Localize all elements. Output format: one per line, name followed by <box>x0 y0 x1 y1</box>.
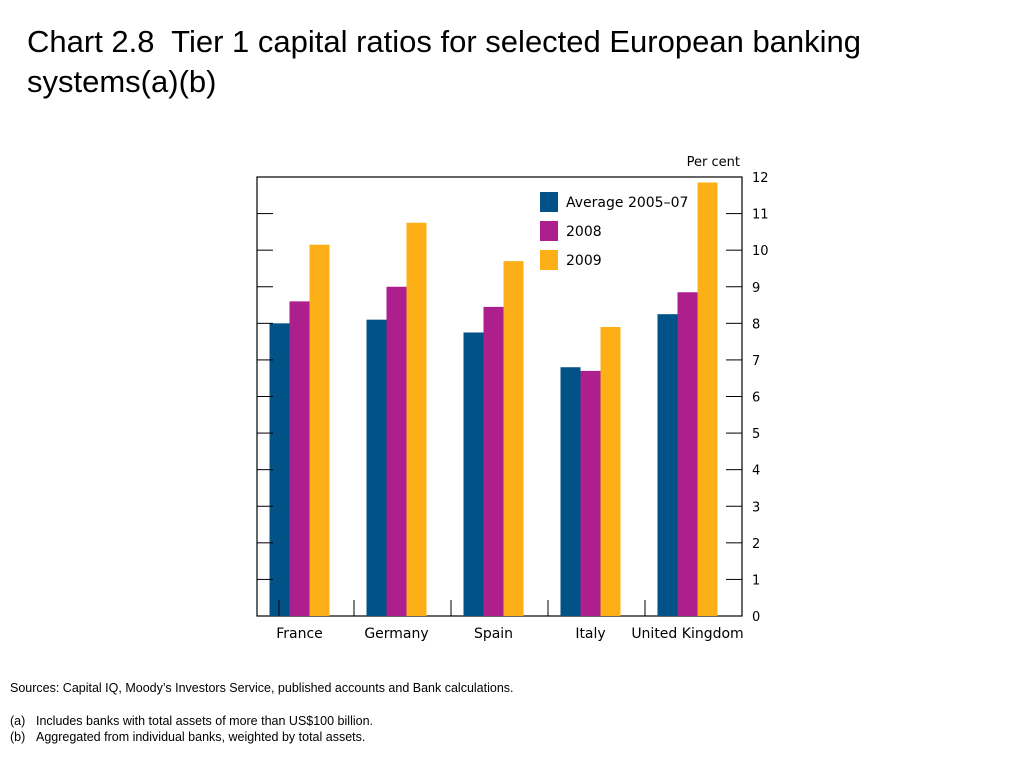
slide-title: Chart 2.8 Tier 1 capital ratios for sele… <box>27 24 870 99</box>
y-tick-label: 6 <box>752 391 760 406</box>
bar-italy-series-2 <box>600 326 621 616</box>
bar-italy-series-0 <box>560 367 581 616</box>
y-tick-label: 11 <box>752 208 769 223</box>
bar-germany-series-1 <box>386 286 407 616</box>
x-category-label: United Kingdom <box>631 626 743 642</box>
footnote-marker: (b) <box>10 730 26 744</box>
y-tick-label: 2 <box>752 537 760 552</box>
y-tick-label: 9 <box>752 281 760 296</box>
x-category-label: Spain <box>474 626 513 642</box>
footnote-row: (a) Includes banks with total assets of m… <box>10 713 373 729</box>
bar-united-kingdom-series-2 <box>697 182 718 617</box>
bar-spain-series-0 <box>463 332 484 616</box>
legend-swatch <box>540 250 558 270</box>
y-tick-label: 0 <box>752 610 760 625</box>
legend-label: 2008 <box>566 224 602 240</box>
legend-label: 2009 <box>566 253 602 269</box>
y-tick-label: 4 <box>752 464 760 479</box>
x-category-label: Italy <box>575 626 605 642</box>
footnote-row: (b) Aggregated from individual banks, wei… <box>10 729 373 745</box>
bar-united-kingdom-series-0 <box>657 314 678 616</box>
bar-germany-series-2 <box>406 222 427 616</box>
footnote-text: Includes banks with total assets of more… <box>36 714 373 728</box>
bar-spain-series-2 <box>503 261 524 616</box>
bar-italy-series-1 <box>580 370 601 616</box>
legend-swatch <box>540 221 558 241</box>
y-tick-label: 5 <box>752 427 760 442</box>
y-axis-label: Per cent <box>687 155 740 170</box>
y-tick-label: 3 <box>752 500 760 515</box>
footnote-marker: (a) <box>10 714 26 728</box>
bar-spain-series-1 <box>483 306 504 616</box>
x-category-label: France <box>276 626 323 642</box>
bar-france-series-0 <box>269 323 290 616</box>
bar-france-series-2 <box>309 244 330 616</box>
y-tick-label: 8 <box>752 317 760 332</box>
bar-united-kingdom-series-1 <box>677 292 698 616</box>
y-tick-label: 1 <box>752 573 760 588</box>
sources-note: Sources: Capital IQ, Moody’s Investors S… <box>10 681 514 695</box>
y-tick-label: 10 <box>752 244 769 259</box>
footnotes: (a) Includes banks with total assets of m… <box>10 713 373 745</box>
y-tick-label: 12 <box>752 171 769 186</box>
x-category-label: Germany <box>364 626 428 642</box>
footnote-text: Aggregated from individual banks, weight… <box>36 730 366 744</box>
bar-germany-series-0 <box>366 319 387 616</box>
y-tick-label: 7 <box>752 354 760 369</box>
legend-label: Average 2005–07 <box>566 195 688 211</box>
legend-swatch <box>540 192 558 212</box>
bar-france-series-1 <box>289 301 310 616</box>
